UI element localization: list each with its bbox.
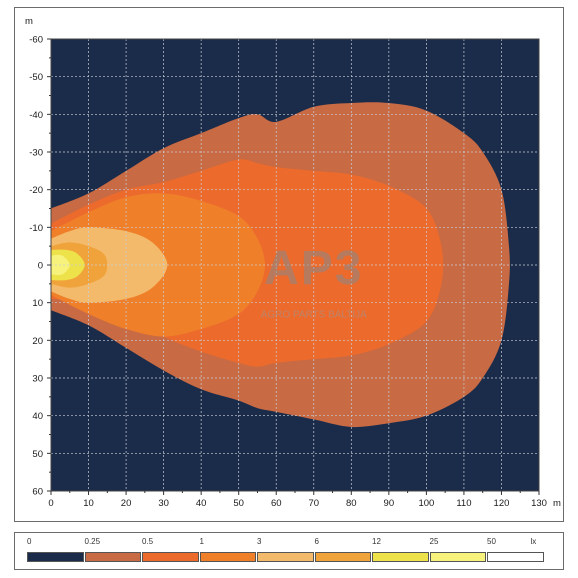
legend-swatch: [257, 552, 314, 562]
legend-swatch: [429, 552, 486, 562]
legend-label: 0.5: [142, 537, 154, 546]
legend: 0 0.25 0.5 1 3 6 12 25 50 lx: [14, 532, 564, 570]
legend-unit-label: lx: [530, 537, 537, 546]
x-axis-unit-label: m: [553, 498, 561, 509]
legend-label: 0.25: [84, 537, 101, 546]
y-tick-label: 10: [32, 298, 43, 309]
legend-label: 3: [257, 537, 262, 546]
legend-swatch: [84, 552, 141, 562]
legend-swatch: [199, 552, 256, 562]
y-tick-label: 0: [38, 261, 43, 272]
legend-swatch: [372, 552, 429, 562]
x-tick-label: 10: [83, 498, 94, 509]
legend-label: 25: [429, 537, 439, 546]
y-tick-label: -30: [29, 148, 43, 159]
watermark-logo: AP3: [264, 242, 363, 295]
legend-label: 6: [314, 537, 319, 546]
x-tick-label: 70: [308, 498, 319, 509]
x-tick-label: 40: [196, 498, 207, 509]
legend-label: 0: [27, 537, 32, 546]
isolux-chart: AP3 AGRO PARTS BALTIJA 0 10 20 30 40 50 60 70 80…: [25, 16, 561, 510]
x-tick-label: 50: [233, 498, 244, 509]
x-tick-label: 80: [346, 498, 357, 509]
x-tick-label: 100: [418, 498, 434, 509]
legend-swatch: [314, 552, 371, 562]
y-tick-label: 30: [32, 374, 43, 385]
y-tick-label: -10: [29, 223, 43, 234]
x-tick-label: 20: [121, 498, 132, 509]
axes: 0 10 20 30 40 50 60 70 80 90 100 110 120 130-60-50-40…: [29, 35, 547, 510]
y-tick-label: 40: [32, 411, 43, 422]
x-tick-label: 90: [384, 498, 395, 509]
watermark: AP3 AGRO PARTS BALTIJA: [261, 242, 367, 321]
legend-swatch: [487, 552, 544, 562]
y-tick-label: 60: [32, 487, 43, 498]
y-tick-label: 20: [32, 336, 43, 347]
grid-lines: [51, 39, 539, 491]
legend-label: 50: [487, 537, 496, 546]
y-tick-label: -60: [29, 35, 43, 46]
x-tick-label: 130: [531, 498, 547, 509]
x-tick-label: 0: [48, 498, 53, 509]
y-tick-label: -20: [29, 185, 43, 196]
watermark-tagline: AGRO PARTS BALTIJA: [261, 310, 367, 321]
x-tick-label: 120: [494, 498, 510, 509]
y-tick-label: -40: [29, 110, 43, 121]
legend-swatch: [27, 552, 84, 562]
y-tick-label: 50: [32, 449, 43, 460]
x-tick-label: 110: [456, 498, 471, 509]
chart-frame: AP3 AGRO PARTS BALTIJA 0 10 20 30 40 50 60 70 80…: [14, 7, 564, 522]
x-tick-label: 60: [271, 498, 282, 509]
legend-label: 1: [199, 537, 204, 546]
x-tick-label: 30: [158, 498, 169, 509]
legend-swatch: [142, 552, 199, 562]
legend-label: 12: [372, 537, 381, 546]
y-axis-unit-label: m: [25, 16, 33, 27]
y-tick-label: -50: [29, 72, 43, 83]
